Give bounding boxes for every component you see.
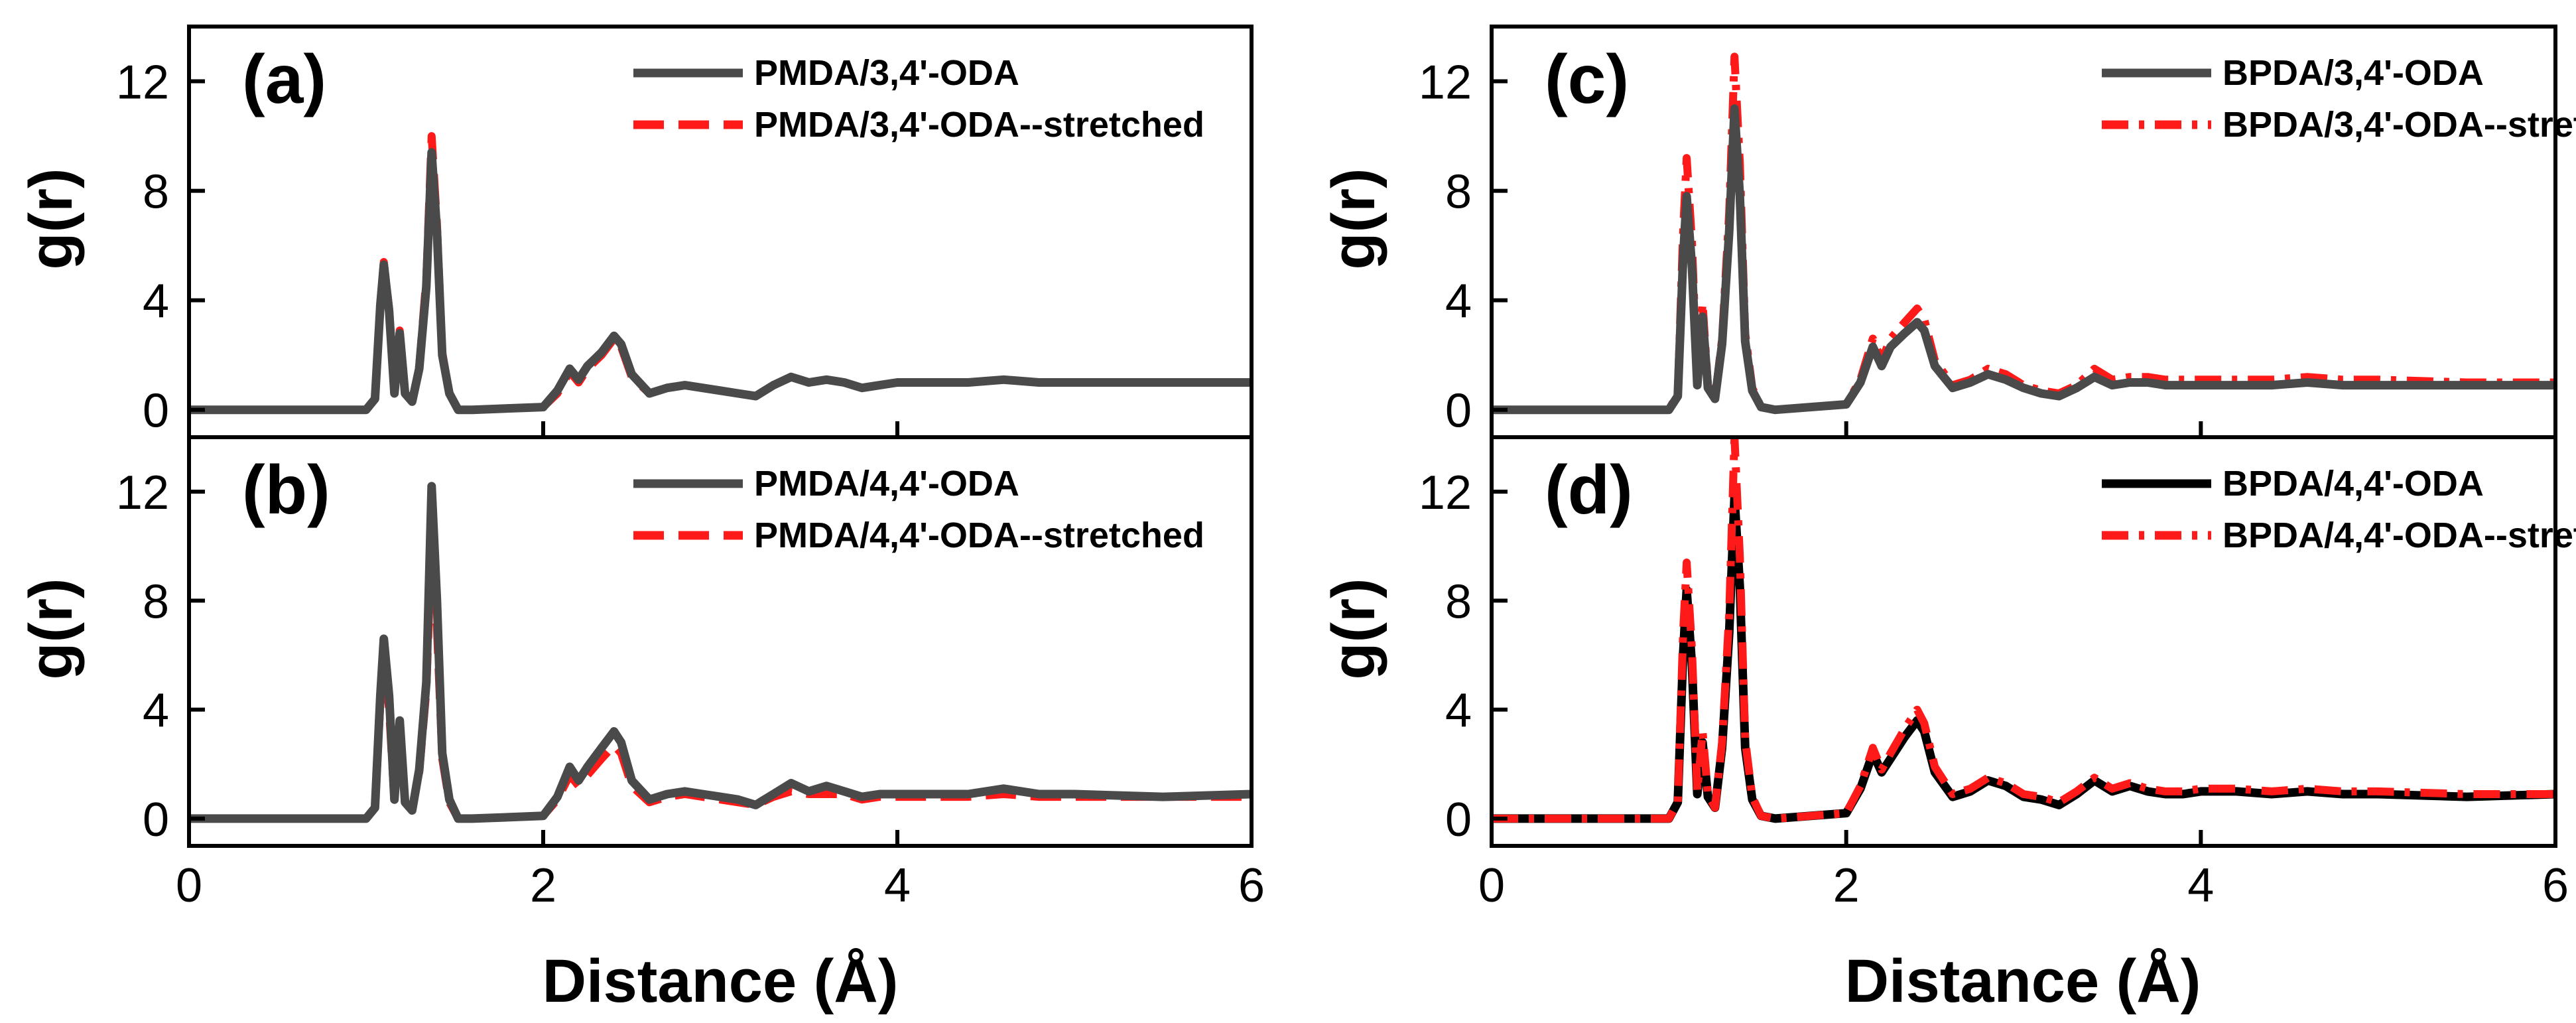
panel-b-legend-label-2: PMDA/4,4'-ODA--stretched bbox=[754, 515, 1204, 555]
panel-d-xtick-label: 4 bbox=[2187, 859, 2214, 912]
panel-d-series-1-line bbox=[1492, 492, 2555, 823]
panel-a-ytick-label: 0 bbox=[143, 385, 169, 438]
panel-d-xtick-label: 0 bbox=[1478, 859, 1505, 912]
panel-b-ytick-label: 0 bbox=[143, 793, 169, 847]
panel-b-legend-label-1: PMDA/4,4'-ODA bbox=[754, 464, 1019, 504]
panel-b-ytick-label: 4 bbox=[143, 685, 169, 738]
panel-c-series-1-line bbox=[1492, 104, 2555, 415]
panel-d-series-2-line bbox=[1492, 437, 2555, 823]
panel-a-series-2-line bbox=[189, 132, 1252, 414]
panel-a-ytick-label: 4 bbox=[143, 275, 169, 328]
panel-a-legend-label-1: PMDA/3,4'-ODA bbox=[754, 53, 1019, 93]
panel-d-xtick-label: 6 bbox=[2542, 859, 2569, 912]
panel-c-ylabel: g(r) bbox=[1320, 168, 1387, 269]
right-xlabel: Distance (Å) bbox=[1845, 947, 2201, 1015]
panel-b-ylabel: g(r) bbox=[17, 578, 85, 679]
panel-a-ytick-label: 12 bbox=[116, 56, 169, 109]
panel-a-label: (a) bbox=[242, 41, 326, 118]
left-xlabel: Distance (Å) bbox=[543, 947, 899, 1015]
panel-d-ytick-label: 12 bbox=[1419, 466, 1472, 519]
panel-b-xtick-label: 2 bbox=[530, 859, 556, 912]
panel-c-legend-label-2: BPDA/3,4'-ODA--stretched bbox=[2222, 105, 2576, 145]
panel-d-legend-label-2: BPDA/4,4'-ODA--stretched bbox=[2222, 515, 2576, 555]
panel-b-xtick-label: 6 bbox=[1238, 859, 1265, 912]
panel-c-legend-label-1: BPDA/3,4'-ODA bbox=[2222, 53, 2484, 93]
panel-b-series-1-line bbox=[189, 482, 1252, 823]
panel-d-legend-label-1: BPDA/4,4'-ODA bbox=[2222, 464, 2484, 504]
panel-b-xtick-label: 0 bbox=[176, 859, 202, 912]
panel-d-ytick-label: 8 bbox=[1445, 575, 1472, 628]
panel-a-frame bbox=[187, 25, 1254, 439]
panel-c: 0 4 8 12 (c) BPDA/3,4'-ODA BPDA/3,4'-ODA--stre… bbox=[1419, 25, 2576, 439]
panel-b-xtick-label: 4 bbox=[884, 859, 911, 912]
panel-a-ytick-label: 8 bbox=[143, 166, 169, 219]
panel-d: 0 4 8 12 0 2 4 6 (d) BPDA/4,4'-ODA BPDA/4,4'-ODA--… bbox=[1419, 435, 2576, 912]
panel-b: 0 4 8 12 0 2 4 6 (b) PMDA/4,4'-ODA PMDA/4,4'-ODA--… bbox=[116, 435, 1265, 912]
panel-d-frame bbox=[1490, 435, 2557, 848]
plot-layer: 0 4 8 12 (a) PMDA/3,4'-ODA PMDA/3,4'-ODA--stre… bbox=[116, 25, 2576, 912]
panel-b-ytick-label: 8 bbox=[143, 575, 169, 628]
panel-b-frame bbox=[187, 435, 1254, 848]
panel-c-ytick-label: 4 bbox=[1445, 275, 1472, 328]
panel-c-label: (c) bbox=[1545, 41, 1629, 118]
panel-b-series-2-line bbox=[189, 537, 1252, 823]
panel-d-ytick-label: 4 bbox=[1445, 685, 1472, 738]
panel-c-ytick-label: 12 bbox=[1419, 56, 1472, 109]
panel-d-label: (d) bbox=[1545, 452, 1633, 529]
panel-a-series-1-line bbox=[189, 148, 1252, 415]
panel-c-ytick-label: 8 bbox=[1445, 166, 1472, 219]
panel-c-ytick-label: 0 bbox=[1445, 385, 1472, 438]
panel-d-xtick-label: 2 bbox=[1833, 859, 1860, 912]
panel-a-ylabel: g(r) bbox=[17, 168, 85, 269]
panel-b-label: (b) bbox=[242, 452, 330, 529]
panel-b-ytick-label: 12 bbox=[116, 466, 169, 519]
panel-d-ylabel: g(r) bbox=[1320, 578, 1387, 679]
panel-d-ytick-label: 0 bbox=[1445, 793, 1472, 847]
panel-a: 0 4 8 12 (a) PMDA/3,4'-ODA PMDA/3,4'-ODA--stre… bbox=[116, 25, 1254, 439]
panel-a-legend-label-2: PMDA/3,4'-ODA--stretched bbox=[754, 105, 1204, 145]
